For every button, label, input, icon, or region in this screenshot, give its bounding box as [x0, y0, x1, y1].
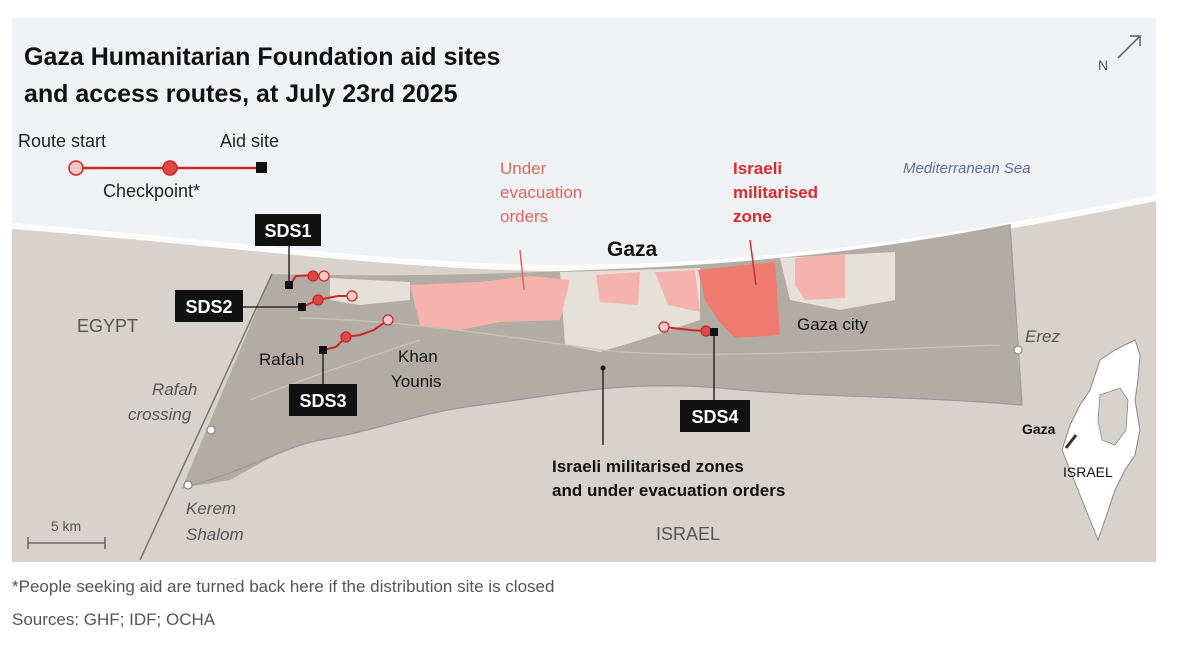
rafah-crossing-label-1: Rafah: [152, 380, 197, 399]
legend-route-start-marker: [68, 160, 84, 176]
militarised-label-2: militarised: [733, 183, 818, 202]
militarised-leader-line: [749, 239, 757, 286]
sds2-label-box: [175, 290, 243, 322]
kerem-shalom-label-1: Kerem: [186, 499, 236, 518]
sds4-label: SDS4: [691, 407, 738, 427]
militarised-label-3: zone: [733, 207, 772, 226]
combined-leader-dot: [600, 365, 606, 371]
sources: Sources: GHF; IDF; OCHA: [12, 610, 216, 629]
erez-label: Erez: [1025, 327, 1060, 346]
legend-route-start: Route start: [18, 131, 106, 151]
khan-younis-label-2: Younis: [391, 372, 441, 391]
militarised-label-1: Israeli: [733, 159, 782, 178]
scale-label: 5 km: [51, 518, 81, 534]
sds4-label-box: [680, 400, 750, 432]
kerem-shalom-label-2: Shalom: [186, 525, 244, 544]
crossing-marker: [206, 425, 216, 435]
israel-label: ISRAEL: [656, 524, 720, 544]
evacuation-label-1: Under: [500, 159, 547, 178]
crossing-marker: [1013, 345, 1023, 355]
sea-label: Mediterranean Sea: [903, 160, 1031, 177]
gaza-label: Gaza: [607, 238, 658, 261]
sds2-label: SDS2: [185, 297, 232, 317]
legend-aid-site-marker: [256, 162, 267, 173]
footnote: *People seeking aid are turned back here…: [12, 577, 555, 596]
legend-checkpoint: Checkpoint*: [103, 181, 200, 201]
militarised-zone: [698, 262, 780, 338]
sds3-label-box: [289, 384, 357, 416]
evacuation-leader-line: [519, 249, 525, 291]
sds3-route: [319, 314, 394, 354]
inset-israel-label: ISRAEL: [1063, 464, 1113, 480]
khan-younis-label-1: Khan: [398, 347, 438, 366]
evacuation-label-2: evacuation: [500, 183, 582, 202]
sds1-route: [285, 270, 330, 289]
north-arrow-icon: [1117, 35, 1141, 59]
egypt-label: EGYPT: [77, 316, 138, 336]
legend-checkpoint-marker: [162, 160, 178, 176]
sds1-label: SDS1: [264, 221, 311, 241]
sds1-label-box: [255, 214, 321, 246]
combined-label-2: and under evacuation orders: [552, 481, 785, 500]
gaza-city-label: Gaza city: [797, 315, 868, 334]
egypt-border: [139, 273, 273, 561]
rafah-label: Rafah: [259, 350, 304, 369]
north-label: N: [1098, 57, 1108, 73]
map-title-line2: and access routes, at July 23rd 2025: [24, 80, 458, 108]
evacuation-zone: [795, 254, 845, 300]
crossing-marker: [183, 480, 193, 490]
road: [249, 339, 421, 401]
evacuation-zone: [596, 272, 640, 305]
combined-label-1: Israeli militarised zones: [552, 457, 744, 476]
evacuation-label-3: orders: [500, 207, 548, 226]
inset-map: [1061, 339, 1141, 542]
sds3-label: SDS3: [299, 391, 346, 411]
sds4-route: [658, 321, 718, 337]
israel-border: [181, 223, 1023, 489]
evacuation-zone: [410, 276, 570, 330]
rafah-crossing-label-2: crossing: [128, 405, 192, 424]
sds2-route: [298, 290, 358, 311]
map-title-line1: Gaza Humanitarian Foundation aid sites: [24, 43, 500, 71]
road: [299, 317, 1001, 355]
legend-aid-site: Aid site: [220, 131, 279, 151]
inset-gaza-label: Gaza: [1022, 421, 1056, 437]
built-up-area: [330, 278, 410, 305]
evacuation-zone: [655, 270, 700, 312]
scale-bar: [27, 537, 106, 549]
